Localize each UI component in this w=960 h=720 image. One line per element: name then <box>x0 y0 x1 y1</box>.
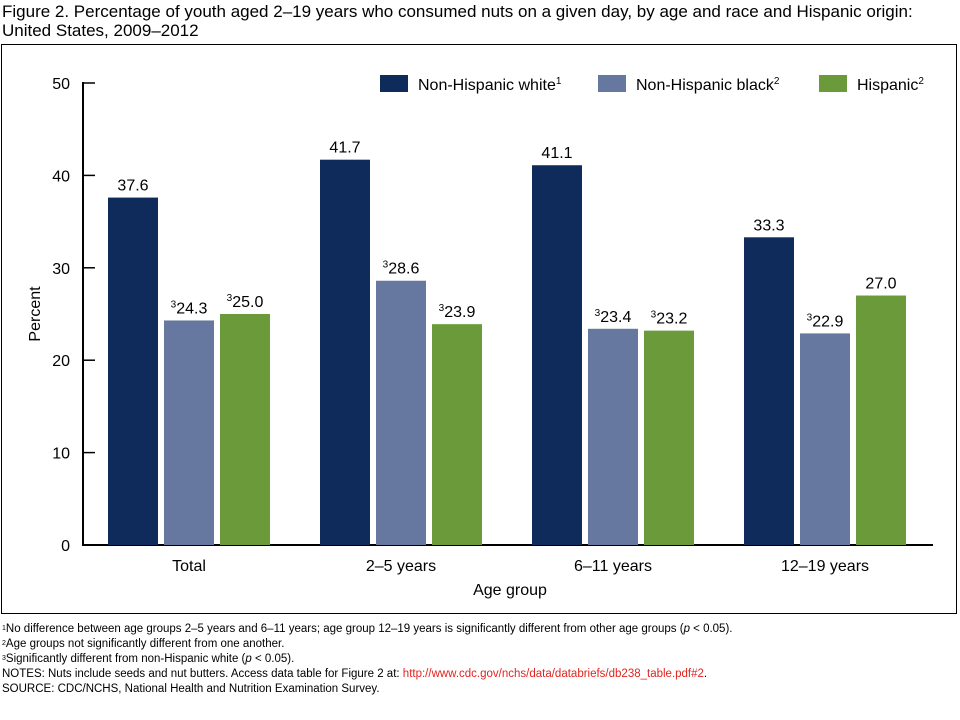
legend-label-superscript: 2 <box>774 76 780 87</box>
data-label-value: 24.3 <box>176 300 207 317</box>
y-tick-label: 40 <box>52 168 70 185</box>
data-label: 324.3 <box>171 299 208 317</box>
x-tick-label: 12–19 years <box>781 558 869 575</box>
data-label-value: 23.9 <box>444 304 475 321</box>
chart-frame <box>1 44 957 614</box>
bar-3-1 <box>220 314 270 545</box>
bar-2-1 <box>164 320 214 545</box>
x-axis-label: Age group <box>473 582 547 599</box>
y-tick-label: 10 <box>52 446 70 463</box>
bar-3-2 <box>432 324 482 545</box>
data-label: 328.6 <box>383 260 420 278</box>
y-tick-label: 50 <box>52 76 70 93</box>
data-label: 27.0 <box>865 276 896 293</box>
data-label-superscript: 3 <box>227 293 233 304</box>
data-label: 33.3 <box>753 217 784 234</box>
x-tick-label: Total <box>172 558 206 575</box>
data-label: 323.2 <box>651 310 688 328</box>
legend-label-2: Non-Hispanic black2 <box>636 76 780 94</box>
data-label-value: 25.0 <box>232 294 263 311</box>
legend-label-superscript: 2 <box>918 76 924 87</box>
y-tick-label: 20 <box>52 353 70 370</box>
data-label-value: 23.2 <box>656 311 687 328</box>
data-label-superscript: 3 <box>595 308 601 319</box>
data-label: 323.9 <box>439 303 476 321</box>
bar-1-2 <box>320 159 370 545</box>
bar-1-3 <box>532 165 582 545</box>
data-label-superscript: 3 <box>807 312 813 323</box>
bar-2-2 <box>376 280 426 545</box>
data-label: 37.6 <box>117 178 148 195</box>
legend-swatch-2 <box>598 75 626 92</box>
legend-swatch-3 <box>819 75 847 92</box>
legend-label-superscript: 1 <box>556 76 562 87</box>
x-tick-label: 2–5 years <box>366 558 436 575</box>
y-tick-label: 0 <box>61 538 70 555</box>
figure-title: Figure 2. Percentage of youth aged 2–19 … <box>2 2 913 40</box>
x-tick-label: 6–11 years <box>574 558 652 575</box>
data-label: 323.4 <box>595 308 632 326</box>
bar-1-1 <box>108 197 158 546</box>
data-label-value: 22.9 <box>812 313 843 330</box>
data-label-superscript: 3 <box>171 299 177 310</box>
y-axis-label: Percent <box>27 286 44 342</box>
legend-label-3: Hispanic2 <box>857 76 924 94</box>
legend-label-text: Non-Hispanic white <box>418 77 556 94</box>
data-table-link[interactable]: http://www.cdc.gov/nchs/data/databriefs/… <box>402 668 704 680</box>
notes-line: NOTES: Nuts include seeds and nut butter… <box>2 668 708 680</box>
legend-swatch-1 <box>380 75 408 92</box>
bar-3-3 <box>644 330 694 545</box>
bar-chart: 01020304050Percent37.6324.3325.0Total41.… <box>27 75 933 599</box>
legend-label-text: Non-Hispanic black <box>636 77 775 94</box>
data-label-value: 28.6 <box>388 261 419 278</box>
data-label-superscript: 3 <box>383 260 389 271</box>
bar-3-4 <box>856 295 906 545</box>
legend-label-text: Hispanic <box>857 77 918 94</box>
data-label: 325.0 <box>227 293 264 311</box>
data-label: 41.7 <box>329 140 360 157</box>
data-label-value: 23.4 <box>600 309 631 326</box>
bar-2-4 <box>800 333 850 545</box>
bar-1-4 <box>744 237 794 546</box>
y-tick-label: 30 <box>52 261 70 278</box>
legend-label-1: Non-Hispanic white1 <box>418 76 562 94</box>
data-label-superscript: 3 <box>651 310 657 321</box>
footnote-3: 3Significantly different from non-Hispan… <box>2 653 295 665</box>
footnote-1: 1No difference between age groups 2–5 ye… <box>2 623 733 635</box>
bar-2-3 <box>588 328 638 545</box>
footnote-2: 2Age groups not significantly different … <box>2 638 285 650</box>
source-line: SOURCE: CDC/NCHS, National Health and Nu… <box>2 683 380 695</box>
data-label: 322.9 <box>807 312 844 330</box>
footnotes: 1No difference between age groups 2–5 ye… <box>2 622 957 697</box>
data-label-superscript: 3 <box>439 303 445 314</box>
data-label: 41.1 <box>541 145 572 162</box>
